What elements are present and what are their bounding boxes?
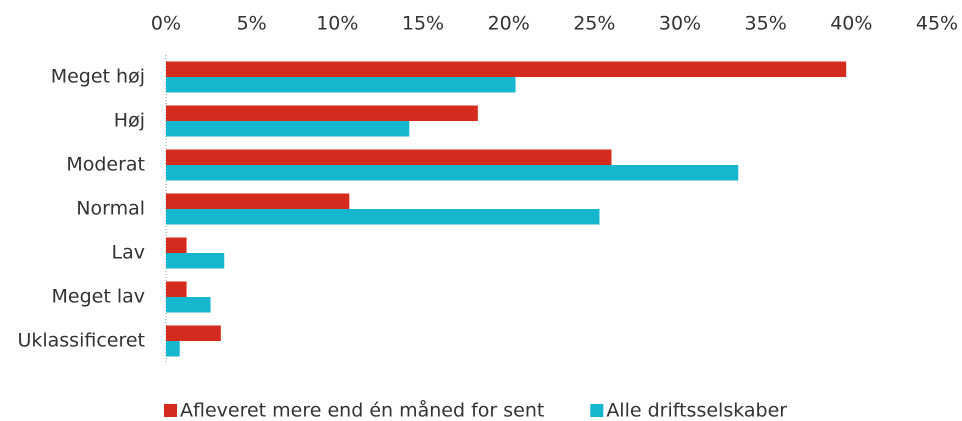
bar: [166, 237, 187, 253]
x-tick-label: 10%: [316, 13, 358, 35]
x-tick-label: 15%: [402, 13, 444, 35]
y-tick-label: Moderat: [66, 154, 145, 176]
x-tick-label: 5%: [237, 13, 267, 35]
bar: [166, 325, 221, 341]
legend-label: Alle driftsselskaber: [606, 400, 787, 421]
legend-label: Afleveret mere end én måned for sent: [180, 399, 544, 421]
x-tick-label: 40%: [830, 13, 872, 35]
y-tick-label: Høj: [114, 110, 145, 132]
x-tick-label: 25%: [573, 13, 615, 35]
legend-swatch: [590, 404, 604, 417]
bar: [166, 77, 516, 93]
bar: [166, 165, 739, 181]
bar: [166, 193, 350, 209]
x-tick-label: 45%: [916, 13, 958, 35]
bar: [166, 105, 478, 121]
bar: [166, 341, 180, 357]
legend-swatch: [164, 404, 177, 417]
y-tick-label: Uklassificeret: [17, 330, 145, 352]
bar: [166, 297, 211, 313]
x-tick-label: 30%: [659, 13, 701, 35]
bar: [166, 281, 187, 297]
bar: [166, 253, 225, 269]
bar: [166, 61, 847, 77]
x-tick-label: 0%: [151, 13, 181, 35]
bar: [166, 209, 600, 225]
y-tick-label: Meget lav: [52, 286, 146, 308]
x-tick-label: 35%: [745, 13, 787, 35]
y-tick-label: Normal: [76, 198, 145, 220]
y-tick-label: Lav: [112, 242, 145, 264]
x-tick-label: 20%: [488, 13, 530, 35]
y-tick-label: Meget høj: [51, 66, 145, 88]
bar: [166, 121, 410, 137]
bar: [166, 149, 612, 165]
